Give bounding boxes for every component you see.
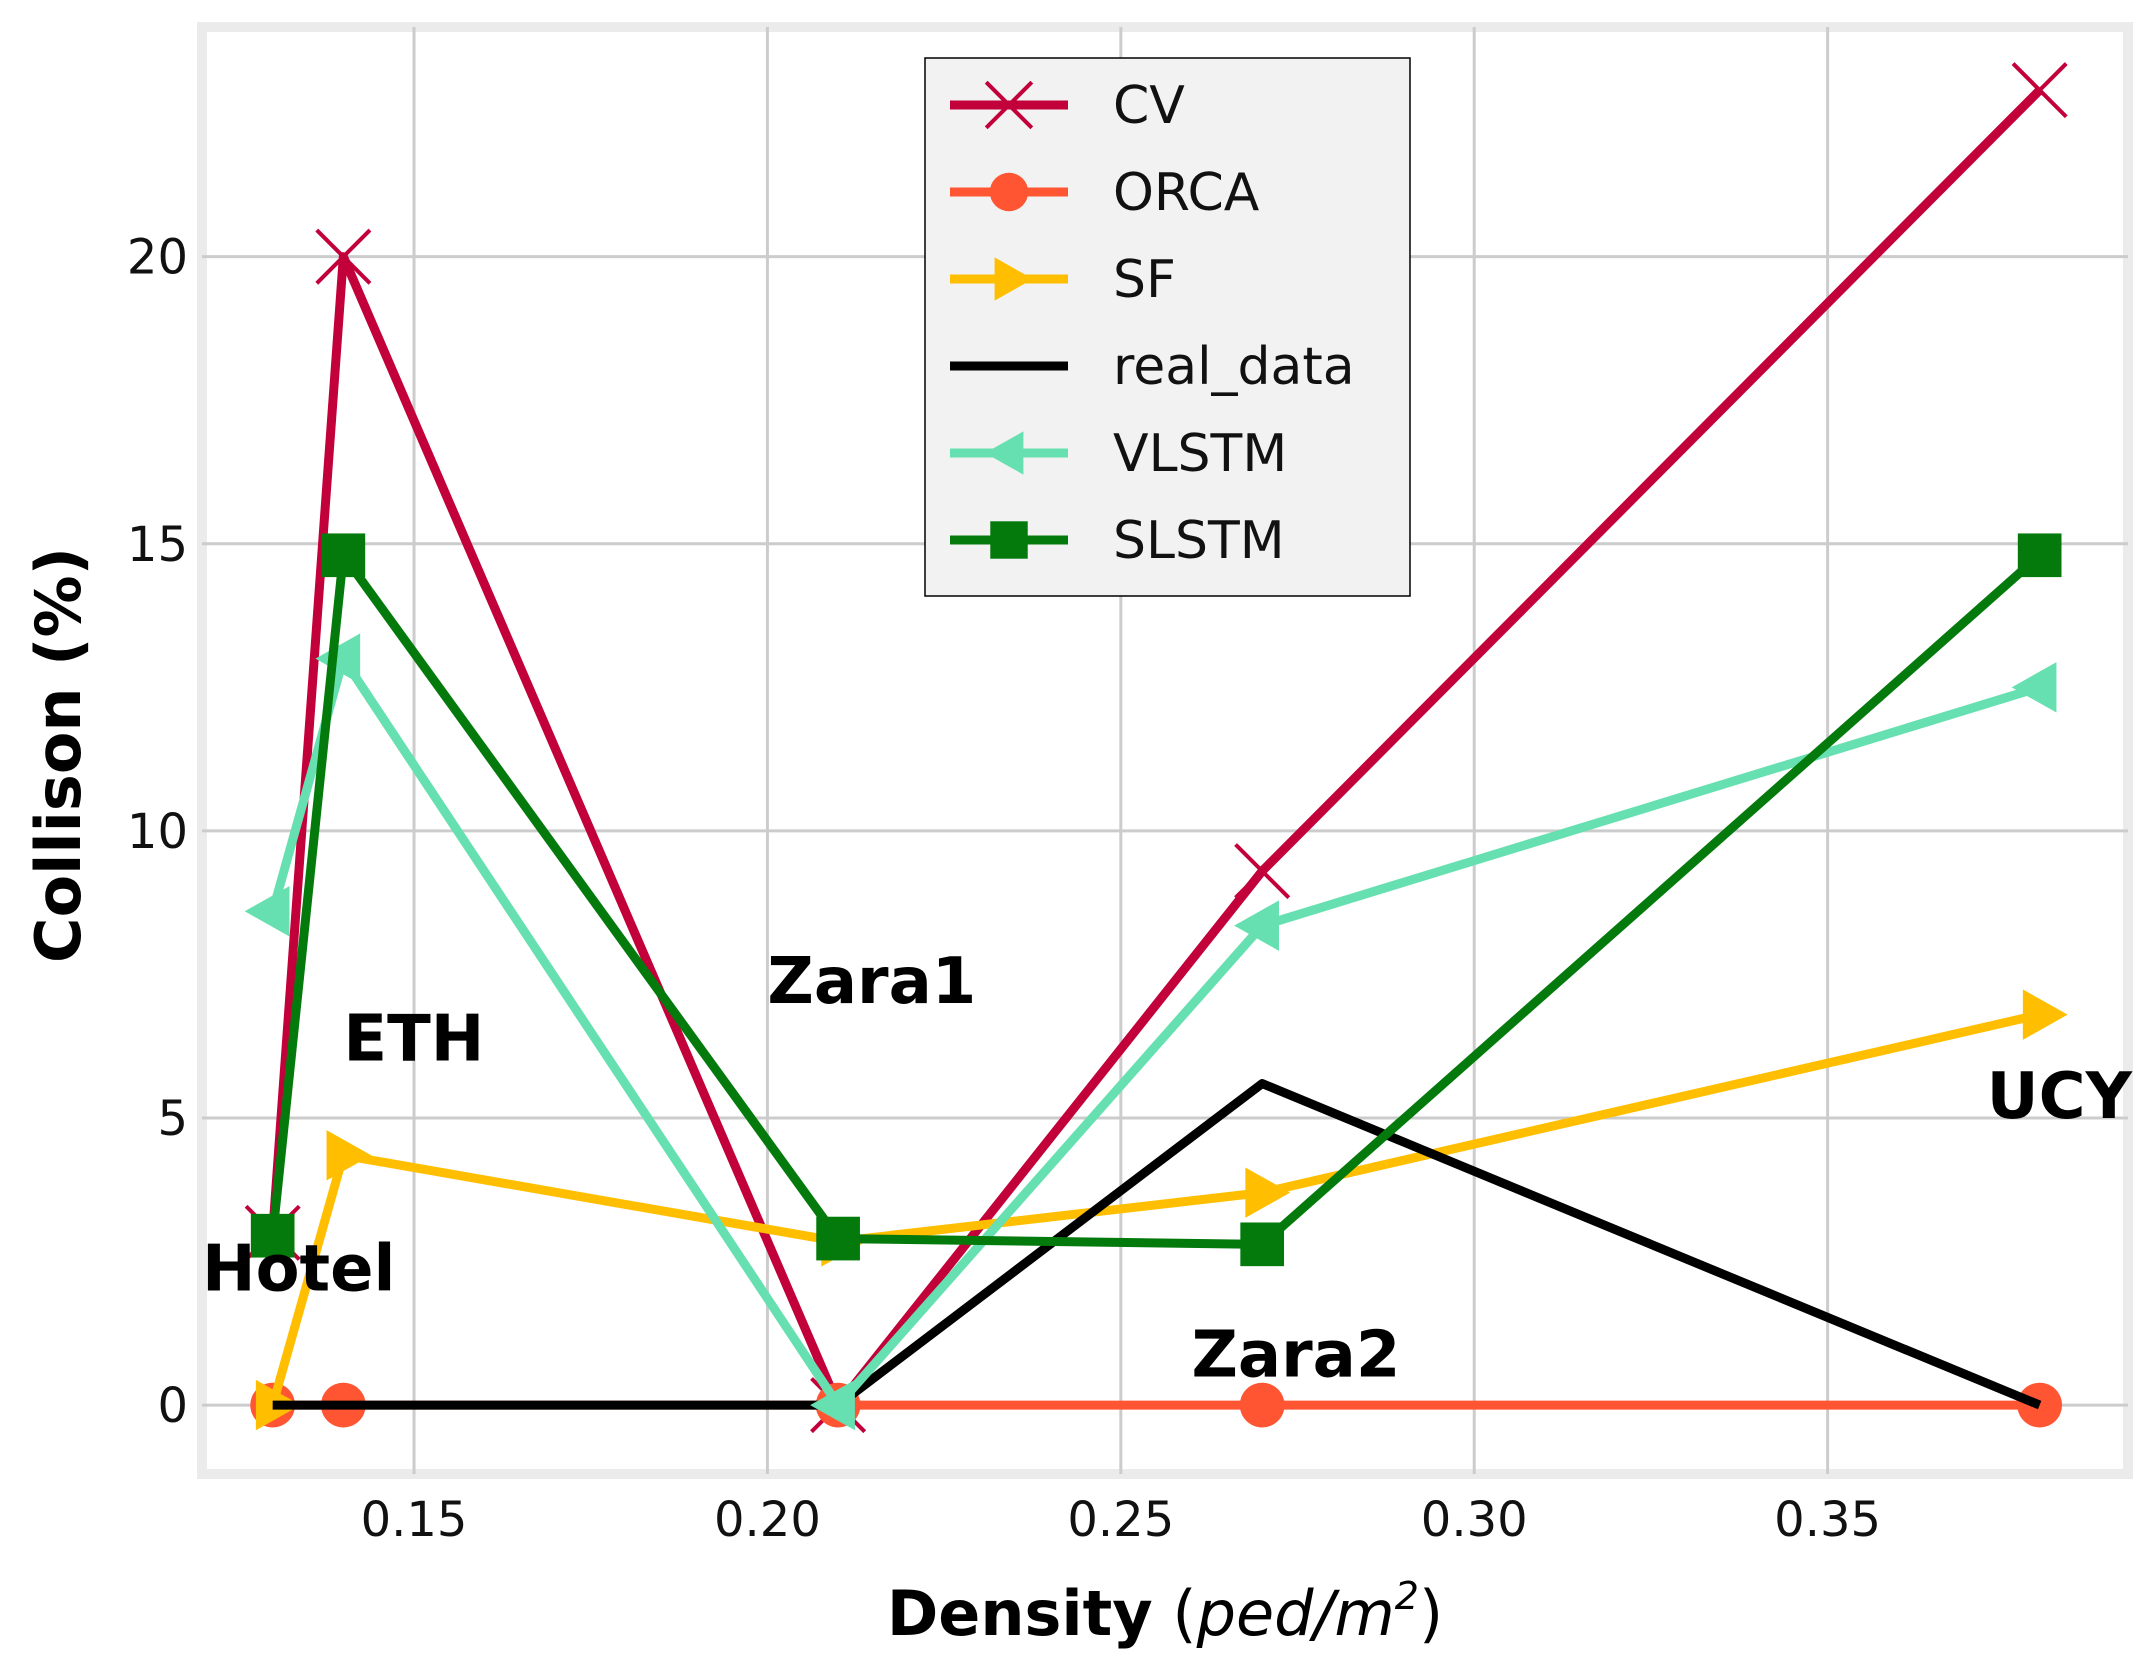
annotations: Hotel ETH Zara1 Zara2 UCY bbox=[202, 945, 2133, 1392]
legend-item-sf: SF bbox=[950, 250, 1176, 310]
legend-item-orca: ORCA bbox=[950, 163, 1260, 223]
data-point-sf bbox=[326, 1130, 372, 1181]
data-point-vlstm bbox=[810, 1379, 855, 1431]
data-point-sf bbox=[2022, 989, 2068, 1040]
y-tick-label: 20 bbox=[127, 230, 188, 286]
data-point-slstm bbox=[2017, 533, 2062, 578]
y-axis-title: Collison (%) bbox=[22, 547, 95, 963]
legend: CV ORCA SF real_data VLSTM SLSTM bbox=[924, 57, 1411, 597]
axis-ticks: 0.15 0.20 0.25 0.30 0.35 0 5 10 15 20 bbox=[127, 230, 1881, 1548]
data-point-vlstm bbox=[315, 633, 361, 684]
legend-label: VLSTM bbox=[1113, 424, 1287, 484]
annotation-ucy: UCY bbox=[1987, 1060, 2133, 1134]
legend-label: SLSTM bbox=[1113, 511, 1285, 571]
series bbox=[244, 62, 2068, 1434]
legend-item-cv: CV bbox=[950, 76, 1185, 136]
legend-marker bbox=[984, 80, 1034, 130]
annotation-hotel: Hotel bbox=[202, 1232, 395, 1306]
x-axis-title: Density (ped/m2) bbox=[887, 1574, 1443, 1650]
series-slstm bbox=[250, 533, 2062, 1267]
data-point-vlstm bbox=[1234, 900, 1279, 951]
data-point-cv bbox=[2011, 62, 2068, 119]
data-point-cv bbox=[315, 228, 372, 285]
data-point-sf bbox=[1245, 1167, 1291, 1218]
legend-label: real_data bbox=[1113, 337, 1355, 397]
data-point-slstm bbox=[250, 1213, 295, 1258]
annotation-zara2: Zara2 bbox=[1192, 1318, 1401, 1392]
y-tick-label: 5 bbox=[157, 1091, 188, 1147]
legend-item-slstm: SLSTM bbox=[950, 511, 1285, 571]
legend-marker bbox=[985, 431, 1024, 475]
data-point-vlstm bbox=[244, 886, 290, 937]
annotation-eth: ETH bbox=[343, 1003, 484, 1077]
legend-item-real-data: real_data bbox=[950, 337, 1355, 397]
x-tick-label: 0.30 bbox=[1421, 1492, 1528, 1548]
data-point-slstm bbox=[321, 533, 366, 578]
legend-marker bbox=[990, 521, 1028, 559]
data-point-orca bbox=[1239, 1382, 1285, 1428]
legend-label: CV bbox=[1113, 76, 1185, 136]
legend-marker bbox=[989, 172, 1029, 212]
legend-box bbox=[924, 57, 1411, 597]
legend-label: SF bbox=[1113, 250, 1176, 310]
annotation-zara1: Zara1 bbox=[767, 945, 976, 1019]
legend-marker bbox=[994, 257, 1033, 301]
data-point-slstm bbox=[1240, 1222, 1285, 1267]
data-point-vlstm bbox=[2011, 662, 2057, 713]
x-tick-label: 0.35 bbox=[1774, 1492, 1881, 1548]
data-point-slstm bbox=[816, 1216, 860, 1261]
legend-item-vlstm: VLSTM bbox=[950, 424, 1287, 484]
y-tick-label: 10 bbox=[127, 804, 188, 860]
x-tick-label: 0.20 bbox=[714, 1492, 821, 1548]
data-point-cv bbox=[1234, 843, 1291, 900]
y-tick-label: 15 bbox=[127, 517, 188, 573]
legend-label: ORCA bbox=[1113, 163, 1260, 223]
y-tick-label: 0 bbox=[157, 1378, 188, 1434]
x-tick-label: 0.15 bbox=[361, 1492, 468, 1548]
x-tick-label: 0.25 bbox=[1067, 1492, 1174, 1548]
